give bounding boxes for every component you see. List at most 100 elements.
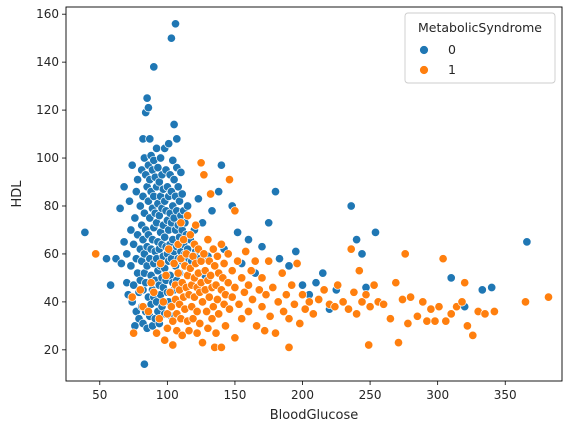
- point-series-0: [446, 273, 456, 283]
- point-series-1: [158, 297, 168, 307]
- point-series-1: [460, 278, 470, 288]
- legend-box: [404, 12, 556, 84]
- point-series-0: [143, 103, 153, 113]
- point-series-0: [139, 359, 149, 369]
- point-series-0: [214, 187, 224, 197]
- point-series-1: [243, 306, 254, 317]
- point-series-0: [127, 160, 137, 170]
- point-series-1: [234, 299, 244, 309]
- point-series-1: [338, 297, 348, 307]
- point-series-1: [400, 249, 410, 259]
- point-series-1: [191, 220, 201, 230]
- point-series-1: [91, 249, 101, 259]
- point-series-1: [207, 314, 217, 324]
- point-series-1: [438, 254, 448, 264]
- point-series-1: [264, 256, 274, 266]
- point-series-0: [129, 239, 139, 249]
- point-series-1: [183, 211, 193, 221]
- point-series-1: [208, 244, 218, 254]
- point-series-0: [133, 175, 143, 185]
- point-series-0: [522, 237, 532, 247]
- point-series-0: [166, 33, 176, 43]
- point-series-1: [365, 302, 375, 312]
- point-series-1: [192, 328, 202, 338]
- point-series-1: [210, 261, 220, 271]
- x-axis-label: BloodGlucose: [270, 408, 359, 423]
- point-series-0: [172, 134, 182, 144]
- point-series-1: [397, 294, 408, 305]
- point-series-1: [281, 290, 291, 300]
- point-series-1: [295, 318, 305, 329]
- y-tick-label: 120: [36, 103, 59, 117]
- point-series-1: [129, 328, 139, 338]
- point-series-1: [333, 280, 343, 290]
- point-series-1: [197, 338, 208, 348]
- point-series-1: [265, 311, 275, 321]
- point-series-0: [370, 227, 381, 237]
- legend-marker-1: [419, 65, 429, 75]
- point-series-0: [477, 285, 487, 295]
- point-series-1: [520, 297, 531, 307]
- point-series-0: [243, 235, 254, 245]
- point-series-1: [173, 268, 183, 278]
- x-tick-label: 50: [92, 388, 107, 402]
- y-tick-label: 20: [44, 343, 59, 357]
- point-series-1: [227, 292, 237, 302]
- point-series-0: [487, 282, 497, 293]
- point-series-0: [357, 249, 367, 259]
- point-series-0: [164, 139, 174, 149]
- point-series-0: [116, 258, 126, 269]
- y-tick-label: 40: [44, 295, 59, 309]
- point-series-1: [268, 282, 278, 293]
- point-series-1: [156, 258, 166, 269]
- point-series-0: [126, 261, 136, 271]
- x-tick-label: 300: [426, 388, 449, 402]
- point-series-0: [80, 227, 90, 237]
- legend-marker-0: [419, 45, 429, 55]
- data-points: [80, 19, 554, 369]
- point-series-1: [216, 239, 226, 249]
- point-series-1: [287, 280, 297, 290]
- point-series-1: [185, 230, 195, 240]
- point-series-1: [357, 297, 367, 307]
- point-series-0: [274, 254, 285, 264]
- point-series-1: [149, 287, 159, 297]
- point-series-1: [261, 290, 271, 300]
- point-series-1: [446, 309, 456, 319]
- legend-label-1: 1: [448, 62, 456, 77]
- point-series-0: [183, 201, 193, 211]
- y-tick-label: 140: [36, 55, 59, 69]
- point-series-0: [119, 237, 129, 247]
- point-series-1: [176, 218, 186, 228]
- point-series-1: [212, 251, 222, 261]
- point-series-1: [199, 249, 209, 259]
- point-series-0: [264, 218, 274, 228]
- point-series-0: [176, 167, 186, 177]
- point-series-0: [318, 268, 328, 278]
- point-series-1: [391, 278, 401, 288]
- point-series-0: [130, 213, 140, 223]
- point-series-1: [168, 316, 178, 326]
- y-tick-label: 100: [36, 151, 59, 165]
- point-series-1: [270, 328, 281, 338]
- point-series-1: [127, 292, 137, 302]
- point-series-1: [177, 330, 187, 340]
- point-series-1: [462, 321, 472, 331]
- point-series-1: [297, 290, 308, 300]
- point-series-1: [364, 340, 374, 350]
- point-series-0: [346, 201, 356, 211]
- point-series-0: [173, 182, 183, 192]
- point-series-1: [300, 304, 310, 314]
- point-series-1: [239, 287, 249, 297]
- point-series-1: [379, 299, 389, 309]
- point-series-1: [480, 309, 490, 319]
- point-series-1: [168, 340, 178, 350]
- point-series-1: [279, 306, 289, 317]
- point-series-0: [153, 163, 163, 173]
- point-series-1: [203, 323, 213, 333]
- point-series-1: [422, 316, 432, 326]
- point-series-0: [270, 187, 281, 197]
- point-series-1: [196, 158, 206, 168]
- point-series-0: [115, 203, 125, 213]
- point-series-0: [119, 182, 129, 192]
